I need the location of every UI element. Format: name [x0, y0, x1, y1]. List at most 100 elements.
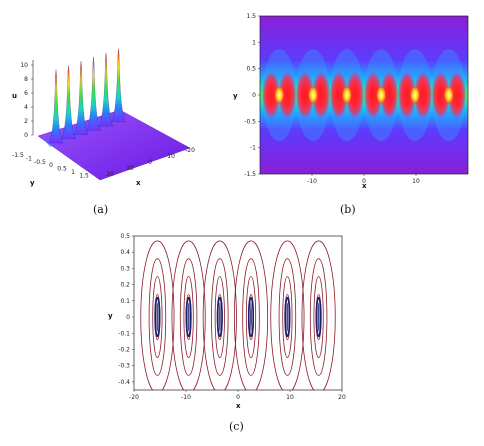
- contour-core-fill: [218, 302, 221, 332]
- z-tick-label: 6: [24, 90, 28, 97]
- z-tick-label: 4: [24, 104, 28, 111]
- contour-line: [211, 258, 229, 376]
- x-tick-label-c: 10: [286, 394, 294, 401]
- y-tick-label-a: 0: [49, 162, 53, 169]
- y-tick-label-b: -0.5: [244, 118, 256, 125]
- heatmap-lobe: [278, 71, 297, 119]
- contour-core: [315, 296, 322, 338]
- contour-core-fill: [250, 302, 252, 332]
- contour-core: [216, 296, 223, 338]
- heatmap-peak-core: [274, 86, 285, 104]
- contour-line: [179, 258, 198, 376]
- z-tick-label: 2: [24, 118, 28, 125]
- heatmap-lobe: [397, 71, 416, 119]
- contour-line: [148, 258, 167, 376]
- surface-peak: [61, 65, 76, 139]
- contour-core: [185, 296, 192, 338]
- y-tick-label-c: 0.4: [120, 249, 130, 256]
- contour-core-fill: [317, 302, 320, 332]
- contour-line: [309, 258, 328, 376]
- y-tick-label-a: -1.5: [12, 152, 24, 159]
- heatmap-plot-b: -1.5 -1 -0.5 0 0.5 1 1.5 -10 0 10 y x: [233, 13, 469, 190]
- x-tick-label-a: 10: [126, 165, 134, 172]
- heatmap-lobe: [345, 71, 364, 119]
- x-tick-label-b: 0: [362, 178, 366, 185]
- y-tick-label-b: 1: [252, 39, 256, 46]
- x-axis-label-c: x: [236, 402, 241, 410]
- heatmap-lobe: [312, 71, 331, 119]
- surface-peak: [73, 61, 89, 135]
- heatmap-lobe: [413, 71, 432, 119]
- y-tick-label-a: -1: [26, 155, 32, 162]
- y-tick-label-c: -0.1: [118, 330, 130, 337]
- y-tick-label-a: 1.5: [79, 172, 89, 179]
- z-tick-label: 10: [20, 62, 28, 69]
- y-tick-label-a: 0.5: [57, 166, 67, 173]
- x-tick-label-c: 20: [338, 394, 346, 401]
- heatmap-lobe: [380, 71, 399, 119]
- heatmap-peak-core: [443, 86, 454, 104]
- contour-line: [233, 240, 269, 390]
- caption-a: (a): [93, 203, 109, 216]
- contour-line: [140, 240, 175, 390]
- y-tick-label-b: 1.5: [246, 13, 256, 20]
- surface-peak: [86, 56, 101, 131]
- y-tick-label-b: -1.5: [244, 171, 256, 178]
- y-tick-label-c: -0.2: [118, 346, 130, 353]
- heatmap-lobe: [262, 71, 281, 119]
- contour-core-fill: [187, 302, 190, 332]
- x-tick-label-a: 0: [148, 159, 152, 166]
- x-axis-label-b: x: [362, 182, 367, 190]
- y-tick-label-b: 0: [252, 92, 256, 99]
- surface-peak: [48, 69, 64, 144]
- contour-core: [248, 296, 255, 338]
- heatmap-lobe: [329, 71, 348, 119]
- heatmap-peak-core: [409, 86, 420, 104]
- y-tick-label-b: -1: [250, 145, 256, 152]
- y-tick-label-a: 1: [71, 169, 75, 176]
- surface-peak: [98, 52, 114, 127]
- z-tick-label: 0: [24, 132, 28, 139]
- x-tick-label-c: -20: [129, 394, 139, 401]
- heatmap-peak-core: [376, 86, 387, 104]
- x-tick-label-c: 0: [236, 394, 240, 401]
- heatmap-peak-core: [341, 86, 352, 104]
- y-tick-label-c: 0: [126, 314, 130, 321]
- x-tick-label-a: -10: [165, 153, 175, 160]
- contour-line: [282, 276, 293, 358]
- y-tick-label-c: 0.2: [120, 282, 130, 289]
- contour-line: [242, 258, 260, 376]
- contour-line: [301, 240, 336, 390]
- y-tick-label-c: 0.5: [120, 233, 130, 240]
- x-tick-label-b: 10: [412, 178, 420, 185]
- heatmap-lobe: [447, 71, 466, 119]
- heatmap-lobe: [364, 71, 383, 119]
- contour-plot-c: -0.4 -0.3 -0.2 -0.1 0 0.1 0.2 0.3 0.4 0.5 -20 -10 0…: [108, 233, 346, 410]
- contour-core: [154, 296, 161, 338]
- z-tick-label: 8: [24, 76, 28, 83]
- contour-line: [214, 276, 225, 358]
- surface-peak: [111, 48, 126, 123]
- z-axis-label: u: [12, 92, 17, 100]
- y-axis-label-b: y: [233, 92, 238, 100]
- heatmap-lobe: [431, 71, 450, 119]
- contour-line: [202, 240, 237, 390]
- caption-b: (b): [340, 203, 356, 216]
- y-axis-label-a: y: [30, 179, 35, 187]
- contour-line: [278, 258, 297, 376]
- x-tick-label-a: 20: [106, 171, 114, 178]
- contour-line: [171, 240, 206, 390]
- contour-line: [245, 276, 257, 358]
- heatmap-lobe: [296, 71, 315, 119]
- contour-core: [284, 296, 291, 338]
- y-tick-label-a: -0.5: [34, 159, 46, 166]
- x-tick-label-b: -10: [307, 178, 317, 185]
- contour-line: [270, 240, 305, 390]
- heatmap-peak-core: [308, 86, 319, 104]
- y-axis-label-c: y: [108, 312, 113, 320]
- caption-c: (c): [229, 420, 244, 433]
- x-tick-label-c: -10: [181, 394, 191, 401]
- contour-core-fill: [156, 302, 159, 332]
- contour-line: [152, 276, 163, 358]
